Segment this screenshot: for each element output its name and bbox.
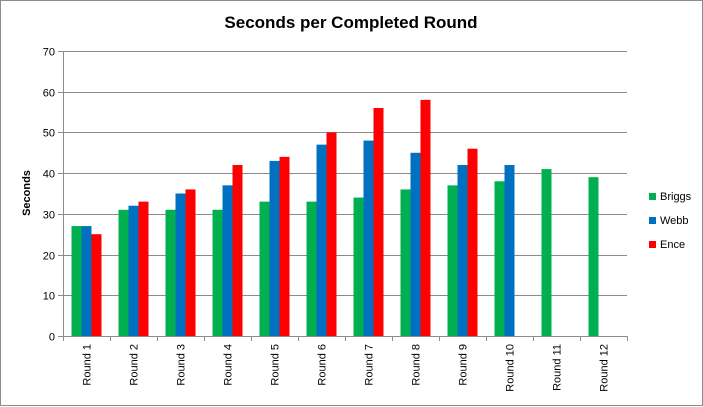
bar-webb-round-10 — [504, 165, 515, 336]
legend: Briggs Webb Ence — [649, 191, 692, 251]
bar-webb-round-5 — [269, 160, 280, 336]
legend-label-ence: Ence — [660, 239, 685, 251]
bar-briggs-round-7 — [353, 197, 364, 336]
x-tick-label: Round 10 — [505, 344, 517, 392]
bar-ence-round-8 — [420, 99, 431, 336]
y-tick-label: 10 — [43, 291, 55, 303]
bar-briggs-round-10 — [494, 181, 505, 336]
x-tick-label: Round 11 — [552, 344, 564, 391]
chart-title: Seconds per Completed Round — [224, 13, 477, 32]
bar-briggs-round-11 — [541, 169, 552, 336]
x-tick-label: Round 9 — [458, 344, 470, 386]
bars — [71, 99, 599, 336]
legend-swatch-ence — [649, 241, 656, 248]
bar-webb-round-1 — [81, 226, 92, 336]
y-tick-label: 70 — [43, 47, 55, 59]
bar-ence-round-7 — [373, 108, 384, 336]
bar-briggs-round-4 — [212, 209, 223, 336]
y-tick-label: 0 — [49, 332, 55, 344]
bar-webb-round-6 — [316, 144, 327, 336]
bar-ence-round-1 — [91, 234, 102, 336]
bar-webb-round-2 — [128, 205, 139, 336]
bar-briggs-round-1 — [71, 226, 82, 336]
y-tick-label: 50 — [43, 128, 55, 140]
bar-ence-round-9 — [467, 148, 478, 336]
x-tick-label: Round 12 — [599, 344, 611, 392]
legend-label-webb: Webb — [660, 215, 689, 227]
x-tick-label: Round 5 — [270, 344, 282, 386]
x-tick-label: Round 4 — [223, 344, 235, 386]
bar-briggs-round-8 — [400, 189, 411, 336]
gridlines — [63, 51, 627, 296]
y-tick-label: 30 — [43, 210, 55, 222]
x-tick-label: Round 1 — [82, 344, 94, 386]
bar-webb-round-4 — [222, 185, 233, 336]
legend-swatch-webb — [649, 217, 656, 224]
bar-briggs-round-3 — [165, 209, 176, 336]
bar-ence-round-4 — [232, 165, 243, 336]
bar-briggs-round-9 — [447, 185, 458, 336]
bar-webb-round-9 — [457, 165, 468, 336]
bar-briggs-round-6 — [306, 201, 317, 336]
x-tick-label: Round 7 — [364, 344, 376, 386]
bar-briggs-round-12 — [588, 177, 599, 336]
x-tick-label: Round 2 — [129, 344, 141, 386]
axes — [58, 51, 628, 341]
bar-ence-round-2 — [138, 201, 149, 336]
y-tick-label: 40 — [43, 169, 55, 181]
bar-webb-round-3 — [175, 193, 186, 336]
x-tick-label: Round 6 — [317, 344, 329, 386]
bar-ence-round-3 — [185, 189, 196, 336]
x-tick-labels: Round 1 Round 2 Round 3 Round 4 Round 5 Round… — [82, 344, 611, 392]
y-tick-label: 20 — [43, 251, 55, 263]
bar-briggs-round-2 — [118, 209, 129, 336]
legend-swatch-briggs — [649, 193, 656, 200]
bar-webb-round-7 — [363, 140, 374, 336]
bar-ence-round-6 — [326, 132, 337, 336]
bar-briggs-round-5 — [259, 201, 270, 336]
y-axis-label: Seconds — [21, 170, 33, 216]
y-tick-label: 60 — [43, 88, 55, 100]
y-tick-labels: 0 10 20 30 40 50 60 70 — [43, 47, 55, 344]
bar-ence-round-5 — [279, 156, 290, 336]
legend-label-briggs: Briggs — [660, 191, 692, 203]
x-tick-label: Round 3 — [176, 344, 188, 386]
bar-webb-round-8 — [410, 152, 421, 336]
x-tick-label: Round 8 — [411, 344, 423, 386]
